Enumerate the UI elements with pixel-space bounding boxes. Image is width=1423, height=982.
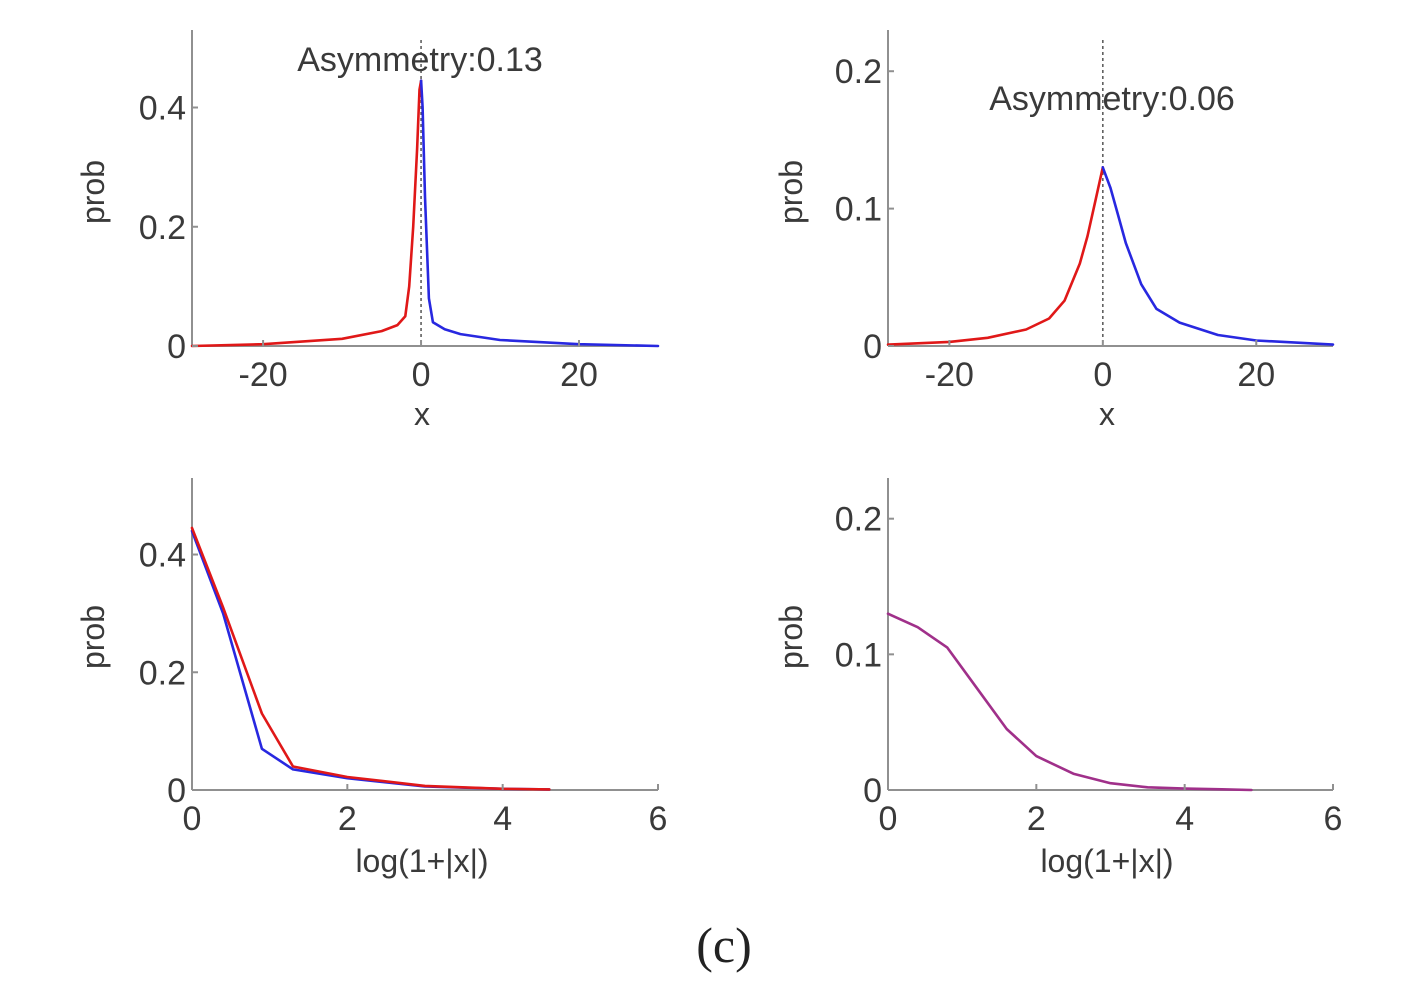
panel-bottom-right: 0 0.1 0.2 0 2 4 6 log(1+|x|) prob <box>773 478 1342 879</box>
x-tick-label: -20 <box>925 356 974 394</box>
axes-frame <box>887 30 1333 347</box>
tick-label-group: 0 0.2 0.4 -20 0 20 <box>139 90 598 394</box>
x-tick-label: 6 <box>1324 800 1343 838</box>
series-line-negative-side <box>190 79 423 348</box>
x-tick-label: 0 <box>1093 356 1112 394</box>
y-axis-label: prob <box>773 605 809 669</box>
y-axis-label: prob <box>773 160 809 224</box>
series-group <box>886 612 1253 792</box>
x-tick-label: 0 <box>183 800 202 838</box>
y-tick-label: 0.2 <box>139 209 186 247</box>
y-tick-label: 0.2 <box>139 654 186 692</box>
series-line-positive-side <box>190 529 551 791</box>
y-tick-label: 0 <box>863 772 882 810</box>
panel-bottom-left: 0 0.2 0.4 0 2 4 6 log(1+|x|) prob <box>75 478 667 879</box>
figure-caption: (c) <box>696 917 752 973</box>
x-tick-label: 2 <box>1027 800 1046 838</box>
y-axis-label: prob <box>75 605 111 669</box>
y-tick-label: 0.4 <box>139 537 186 575</box>
series-line-positive-side <box>419 79 660 348</box>
x-axis-label: x <box>1099 396 1115 432</box>
x-axis-label: log(1+|x|) <box>1040 843 1173 879</box>
x-tick-label: 20 <box>560 356 598 394</box>
y-tick-label: 0.2 <box>835 53 882 91</box>
series-line-positive-side <box>1101 166 1335 346</box>
axes-frame <box>191 30 658 347</box>
axes-frame <box>191 478 658 791</box>
series-group <box>190 40 660 348</box>
x-tick-label: 0 <box>412 356 431 394</box>
tick-label-group: 0 0.1 0.2 -20 0 20 <box>835 53 1275 394</box>
x-tick-label: 6 <box>649 800 668 838</box>
y-tick-label: 0 <box>167 328 186 366</box>
y-tick-label: 0.1 <box>835 191 882 229</box>
x-tick-label: 4 <box>493 800 512 838</box>
chart-title: Asymmetry:0.13 <box>297 41 543 79</box>
series-line-negative-side <box>190 526 551 791</box>
panel-top-left: 0 0.2 0.4 -20 0 20 Asymmetry:0.13 x prob <box>75 30 660 432</box>
chart-title: Asymmetry:0.06 <box>989 80 1235 118</box>
y-tick-label: 0 <box>167 772 186 810</box>
x-tick-label: 2 <box>338 800 357 838</box>
y-axis-label: prob <box>75 160 111 224</box>
series-line-negative-side <box>886 166 1105 346</box>
x-tick-label: 20 <box>1237 356 1275 394</box>
panel-top-right: 0 0.1 0.2 -20 0 20 Asymmetry:0.06 x prob <box>773 30 1335 432</box>
series-group <box>886 40 1335 346</box>
tick-label-group: 0 0.2 0.4 0 2 4 6 <box>139 537 668 838</box>
series-line-both-sides <box>886 612 1253 792</box>
y-tick-label: 0.2 <box>835 501 882 539</box>
x-axis-label: log(1+|x|) <box>355 843 488 879</box>
axes-frame <box>887 478 1333 791</box>
series-group <box>190 526 551 791</box>
y-tick-label: 0.4 <box>139 90 186 128</box>
x-tick-label: 4 <box>1175 800 1194 838</box>
tick-label-group: 0 0.1 0.2 0 2 4 6 <box>835 501 1343 838</box>
x-axis-label: x <box>414 396 430 432</box>
y-tick-label: 0.1 <box>835 636 882 674</box>
x-tick-label: 0 <box>879 800 898 838</box>
y-tick-label: 0 <box>863 328 882 366</box>
x-tick-label: -20 <box>239 356 288 394</box>
